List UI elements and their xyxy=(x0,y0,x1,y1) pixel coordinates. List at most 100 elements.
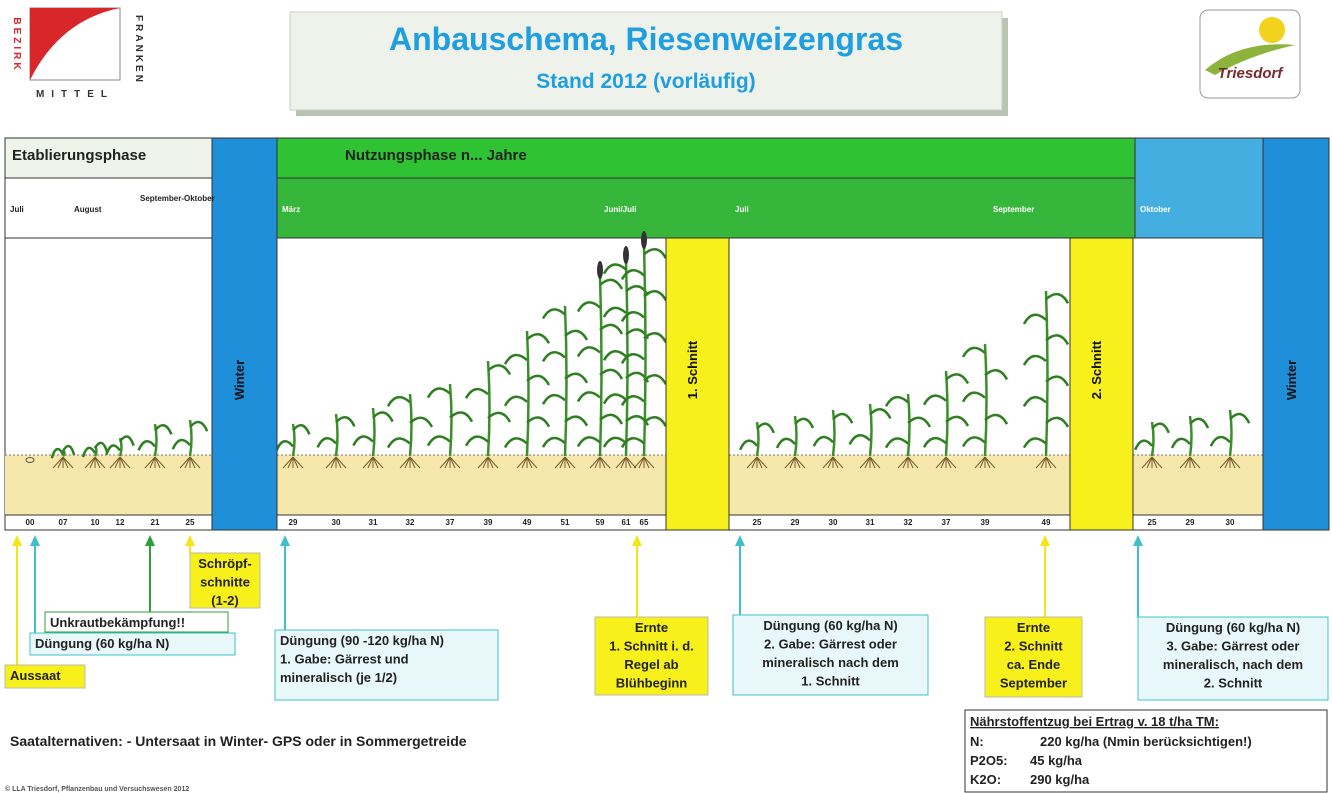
month-label: September xyxy=(993,205,1034,214)
winter-label: Winter xyxy=(1284,360,1299,400)
note-text: Ernte xyxy=(1017,620,1050,635)
stage-code: 31 xyxy=(866,518,875,527)
logo-text: BEZIRK xyxy=(11,17,22,72)
note-text: (1-2) xyxy=(211,593,238,608)
stage-code: 25 xyxy=(753,518,762,527)
diagram: BEZIRK MITTEL FRANKEN Anbauschema, Riese… xyxy=(0,0,1332,793)
stage-code: 39 xyxy=(484,518,493,527)
nutrient-name: K2O: xyxy=(970,772,1001,787)
subtitle: Stand 2012 (vorläufig) xyxy=(536,70,755,93)
seed-alternatives: Saatalternativen: - Untersaat in Winter-… xyxy=(10,733,467,749)
month-label: Juli xyxy=(735,205,749,214)
arrow-head xyxy=(632,535,642,546)
winter-label: Winter xyxy=(232,360,247,400)
logo-text: FRANKEN xyxy=(133,15,144,85)
note-text: Unkrautbekämpfung!! xyxy=(50,615,185,630)
nutrient-name: N: xyxy=(970,734,984,749)
nutrient-value: 45 kg/ha xyxy=(1030,753,1083,768)
stage-code: 37 xyxy=(446,518,455,527)
note-text: Ernte xyxy=(635,620,668,635)
stage-code: 30 xyxy=(1226,518,1235,527)
stage-code: 31 xyxy=(369,518,378,527)
stage-code: 29 xyxy=(1186,518,1195,527)
stage-code: 07 xyxy=(59,518,68,527)
arrow-head xyxy=(735,535,745,546)
stage-code: 29 xyxy=(791,518,800,527)
seed-head xyxy=(623,246,629,264)
stage-code: 12 xyxy=(116,518,125,527)
month-label: August xyxy=(74,205,102,214)
phase-label: Etablierungsphase xyxy=(12,147,146,164)
logo-text: Triesdorf xyxy=(1218,65,1285,82)
nutrient-name: P2O5: xyxy=(970,753,1008,768)
stage-code: 65 xyxy=(640,518,649,527)
month-label: Oktober xyxy=(1140,205,1171,214)
arrow-head xyxy=(145,535,155,546)
stage-code: 51 xyxy=(561,518,570,527)
seed-head xyxy=(597,261,603,279)
stage-code: 32 xyxy=(406,518,415,527)
stage-code: 30 xyxy=(829,518,838,527)
stage-code: 39 xyxy=(981,518,990,527)
month-label: Juni/Juli xyxy=(604,205,636,214)
stage-code: 10 xyxy=(91,518,100,527)
stage-code: 30 xyxy=(332,518,341,527)
note-text: September xyxy=(1000,676,1067,691)
month-label: September-Oktober xyxy=(140,194,215,203)
winter-column xyxy=(1263,138,1329,530)
arrow-head xyxy=(185,535,195,546)
arrow-head xyxy=(1133,535,1143,546)
stage-code: 32 xyxy=(904,518,913,527)
nutrient-value: 220 kg/ha (Nmin berücksichtigen!) xyxy=(1040,734,1252,749)
arrow-head xyxy=(280,535,290,546)
stage-code: 25 xyxy=(1148,518,1157,527)
stage-code: 37 xyxy=(942,518,951,527)
logo-right: Triesdorf xyxy=(1200,10,1300,98)
note-text: Düngung (60 kg/ha N) xyxy=(1166,620,1300,635)
logo-text: MITTEL xyxy=(36,89,114,100)
month-label: Juli xyxy=(10,205,24,214)
arrow-head xyxy=(1040,535,1050,546)
stage-code: 59 xyxy=(596,518,605,527)
month-row xyxy=(5,178,212,238)
note-text: 1. Schnitt i. d. xyxy=(609,639,694,654)
note-text: 2. Gabe: Gärrest oder xyxy=(764,637,897,652)
stage-code: 21 xyxy=(151,518,160,527)
soil xyxy=(5,455,212,515)
stage-code: 49 xyxy=(1042,518,1051,527)
cut-label: 2. Schnitt xyxy=(1089,340,1104,399)
title: Anbauschema, Riesenweizengras xyxy=(389,21,903,57)
note-text: 3. Gabe: Gärrest oder xyxy=(1167,639,1300,654)
phase-label: Nutzungsphase n... Jahre xyxy=(345,147,527,164)
arrow-head xyxy=(30,535,40,546)
note-text: 1. Schnitt xyxy=(801,674,860,689)
nutrient-value: 290 kg/ha xyxy=(1030,772,1090,787)
footer: © LLA Triesdorf, Pflanzenbau und Versuch… xyxy=(5,785,189,793)
phase-header xyxy=(1135,138,1263,238)
note-text: Düngung (90 -120 kg/ha N) xyxy=(280,633,444,648)
note-text: mineralisch, nach dem xyxy=(1163,657,1303,672)
stage-code: 29 xyxy=(289,518,298,527)
note-text: Düngung (60 kg/ha N) xyxy=(763,618,897,633)
note-text: 1. Gabe: Gärrest und xyxy=(280,652,409,667)
note-text: ca. Ende xyxy=(1007,657,1060,672)
month-label: März xyxy=(282,205,300,214)
stage-code: 00 xyxy=(26,518,35,527)
note-text: mineralisch nach dem xyxy=(762,655,899,670)
note-text: 2. Schnitt xyxy=(1004,639,1063,654)
soil xyxy=(729,455,1070,515)
arrow-head xyxy=(12,535,22,546)
stage-code: 25 xyxy=(186,518,195,527)
note-text: mineralisch (je 1/2) xyxy=(280,670,397,685)
note-text: 2. Schnitt xyxy=(1204,676,1263,691)
stage-code: 49 xyxy=(523,518,532,527)
winter-column xyxy=(212,138,277,530)
nutrient-title: Nährstoffentzug bei Ertrag v. 18 t/ha TM… xyxy=(970,714,1219,729)
note-text: Aussaat xyxy=(10,668,61,683)
logo-left: BEZIRK MITTEL FRANKEN xyxy=(11,8,144,100)
soil xyxy=(277,455,666,515)
note-text: Regel ab xyxy=(624,657,678,672)
note-text: Düngung (60 kg/ha N) xyxy=(35,636,169,651)
note-text: schnitte xyxy=(200,575,250,590)
cut-label: 1. Schnitt xyxy=(685,340,700,399)
